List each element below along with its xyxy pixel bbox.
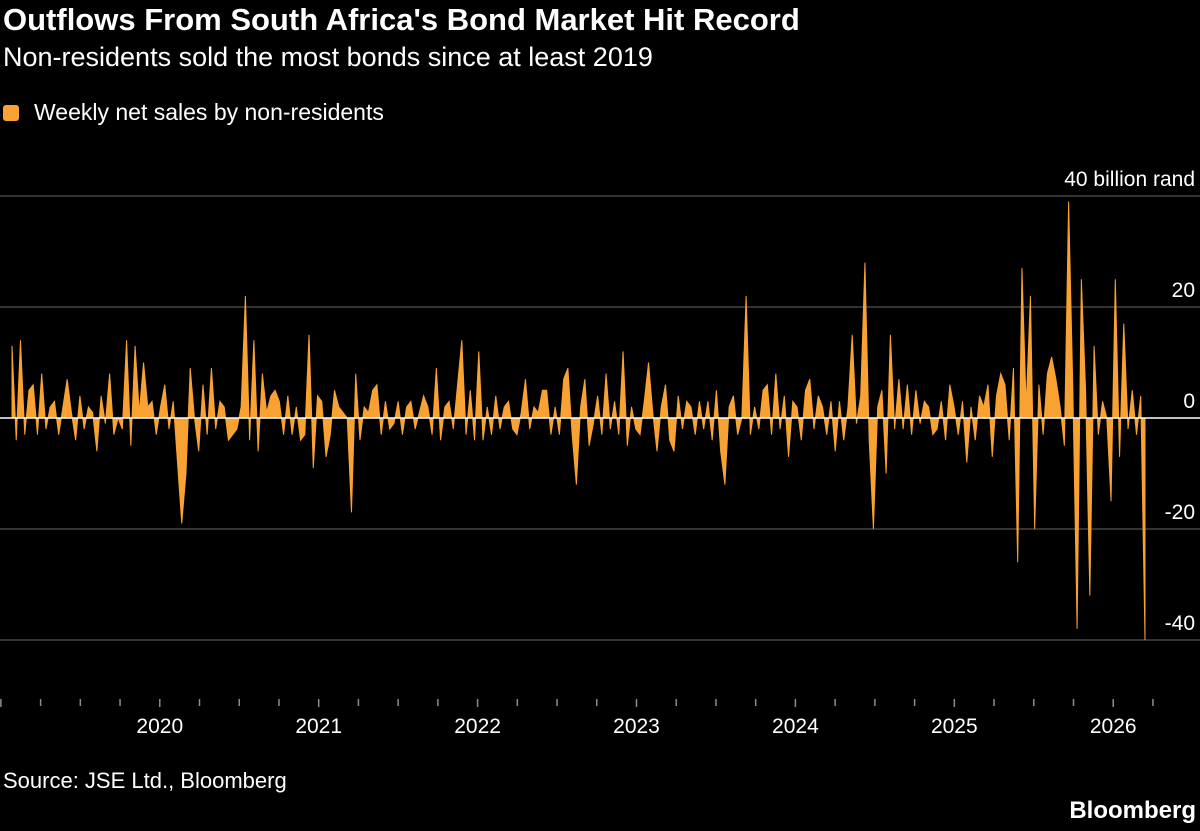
bond-flows-chart: 40 billion rand 20 0 -20 -40 2020 2021 2022 2023… <box>0 168 1200 738</box>
series-area-weekly-net-sales <box>11 201 1146 641</box>
x-tick-label: 2022 <box>454 715 501 738</box>
chart-title: Outflows From South Africa's Bond Market… <box>3 2 800 37</box>
bloomberg-logo: Bloomberg <box>1069 797 1196 824</box>
y-tick-label: -40 <box>1165 612 1195 635</box>
legend-label: Weekly net sales by non-residents <box>34 99 384 125</box>
x-tick-label: 2021 <box>295 715 342 738</box>
chart-subtitle: Non-residents sold the most bonds since … <box>3 42 653 72</box>
legend: Weekly net sales by non-residents <box>3 99 384 126</box>
y-tick-label: 0 <box>1183 390 1195 413</box>
y-tick-label: 20 <box>1172 279 1195 302</box>
y-tick-label: -20 <box>1165 501 1195 524</box>
source-note: Source: JSE Ltd., Bloomberg <box>3 768 287 793</box>
legend-swatch <box>3 104 19 121</box>
x-tick-label: 2023 <box>613 715 660 738</box>
x-tick-label: 2020 <box>136 715 183 738</box>
x-tick-label: 2024 <box>772 715 819 738</box>
y-tick-label: 40 billion rand <box>1064 168 1195 191</box>
x-tick-label: 2025 <box>931 715 978 738</box>
x-tick-label: 2026 <box>1090 715 1137 738</box>
